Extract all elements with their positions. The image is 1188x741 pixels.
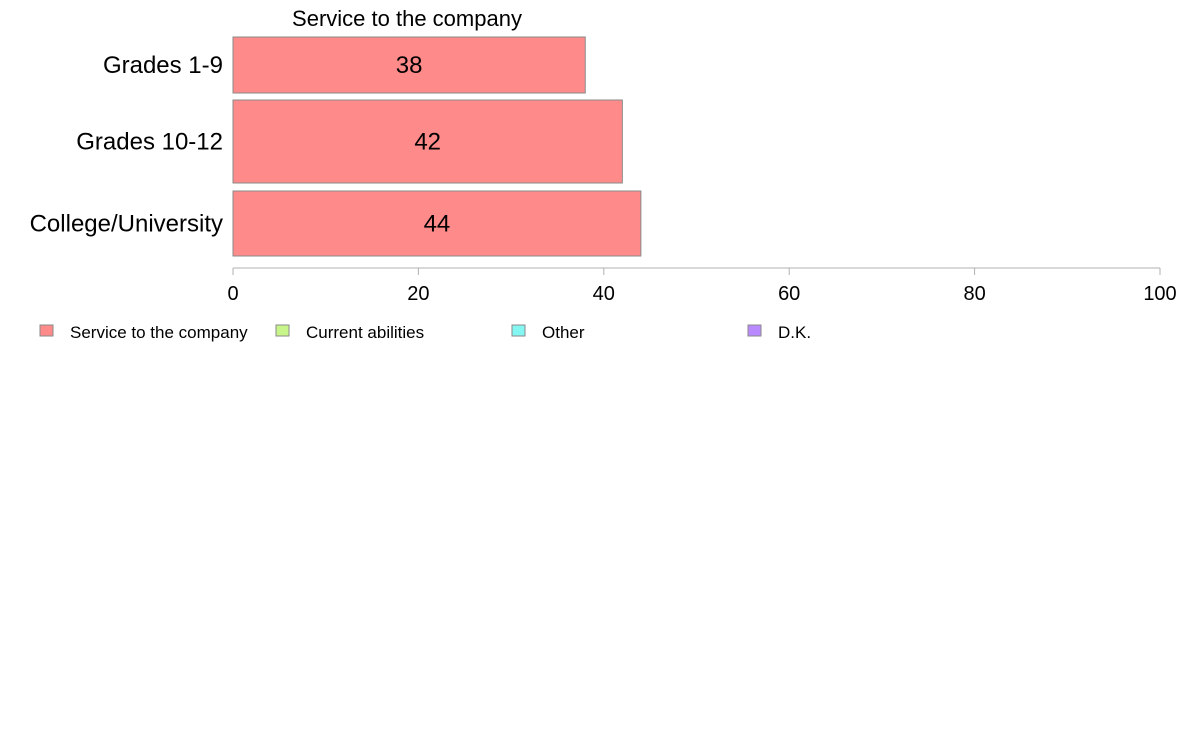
x-tick-label: 100 <box>1143 283 1176 305</box>
bars-layer: 38 42 44 <box>232 36 642 257</box>
bar-1-2 <box>232 99 623 184</box>
x-tick-label: 40 <box>593 283 615 305</box>
category-label: Grades 1-9 <box>103 52 223 79</box>
legend-label: D.K. <box>778 323 811 342</box>
legend-label: Other <box>542 323 585 342</box>
legend-label: Service to the company <box>70 323 248 342</box>
bar-value-label: 44 <box>424 211 451 238</box>
x-axis: 0 20 40 60 80 100 <box>227 267 1177 305</box>
x-tick-label: 80 <box>963 283 985 305</box>
x-tick-label: 60 <box>778 283 800 305</box>
legend-swatch <box>511 324 526 337</box>
legend-swatch <box>275 324 290 337</box>
bar-value-label: 42 <box>414 129 441 156</box>
x-tick-label: 20 <box>407 283 429 305</box>
chart-title: Service to the company <box>292 6 522 31</box>
bar-1-3 <box>232 190 642 257</box>
x-tick-label: 0 <box>227 283 238 305</box>
bar-1-1 <box>232 36 586 94</box>
category-label: College/University <box>30 211 223 238</box>
bar-value-label: 38 <box>396 52 423 79</box>
legend: Service to the company Current abilities O… <box>39 323 811 342</box>
legend-swatch <box>747 324 762 337</box>
legend-swatch <box>39 324 54 337</box>
category-labels: Grades 1-9 Grades 10-12 College/University <box>30 52 223 238</box>
legend-label: Current abilities <box>306 323 424 342</box>
category-label: Grades 10-12 <box>76 129 223 156</box>
